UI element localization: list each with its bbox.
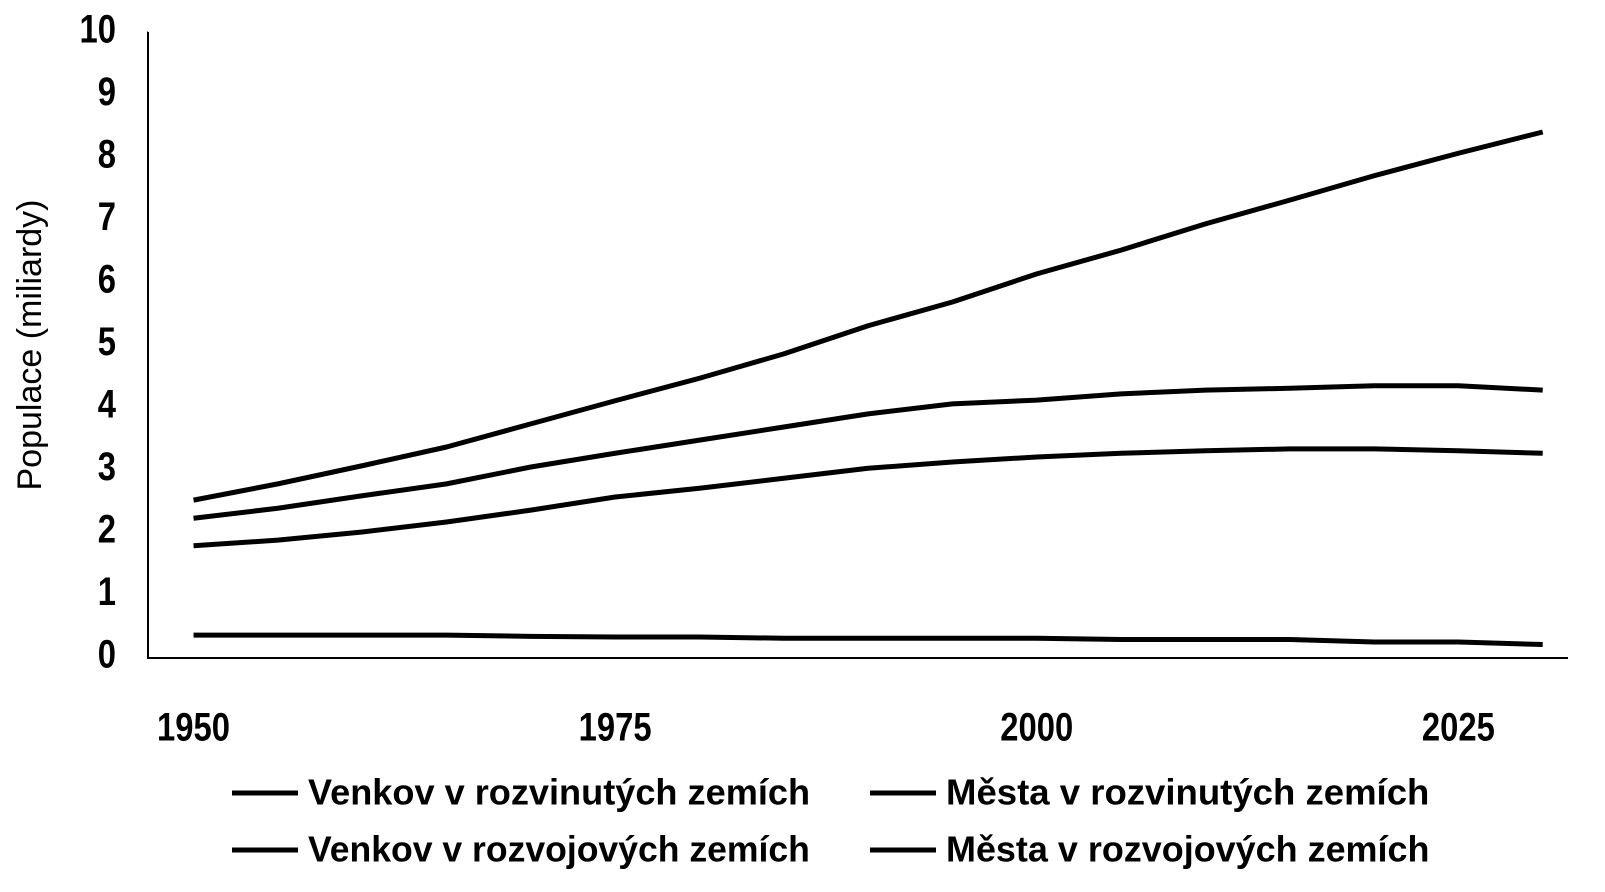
y-tick-label: 9 bbox=[98, 69, 116, 114]
y-tick-label: 6 bbox=[98, 256, 116, 301]
x-tick-label: 1975 bbox=[579, 704, 652, 749]
x-tick-label: 2025 bbox=[1422, 704, 1495, 749]
series-line bbox=[193, 129, 1544, 503]
x-tick-label: 2000 bbox=[1000, 704, 1073, 749]
y-axis-label: Populace (miliardy) bbox=[11, 200, 49, 491]
legend-label: Venkov v rozvojových zemích bbox=[308, 829, 810, 869]
x-tick-label: 1950 bbox=[157, 704, 230, 749]
y-tick-label: 5 bbox=[98, 319, 116, 364]
y-tick-label: 4 bbox=[98, 381, 117, 426]
y-tick-label: 7 bbox=[98, 194, 116, 239]
series-line bbox=[193, 383, 1543, 521]
y-tick-label: 1 bbox=[98, 569, 116, 614]
y-tick-label: 2 bbox=[98, 506, 116, 551]
legend-label: Města v rozvinutých zemích bbox=[946, 772, 1429, 813]
y-tick-label: 10 bbox=[80, 6, 116, 51]
y-tick-label: 8 bbox=[98, 131, 116, 176]
y-tick-label: 3 bbox=[98, 444, 116, 489]
series-line bbox=[193, 632, 1543, 647]
y-tick-label: 0 bbox=[98, 631, 116, 676]
series-line bbox=[193, 446, 1543, 549]
legend-label: Venkov v rozvinutých zemích bbox=[308, 772, 810, 813]
legend-label: Města v rozvojových zemích bbox=[946, 828, 1429, 869]
